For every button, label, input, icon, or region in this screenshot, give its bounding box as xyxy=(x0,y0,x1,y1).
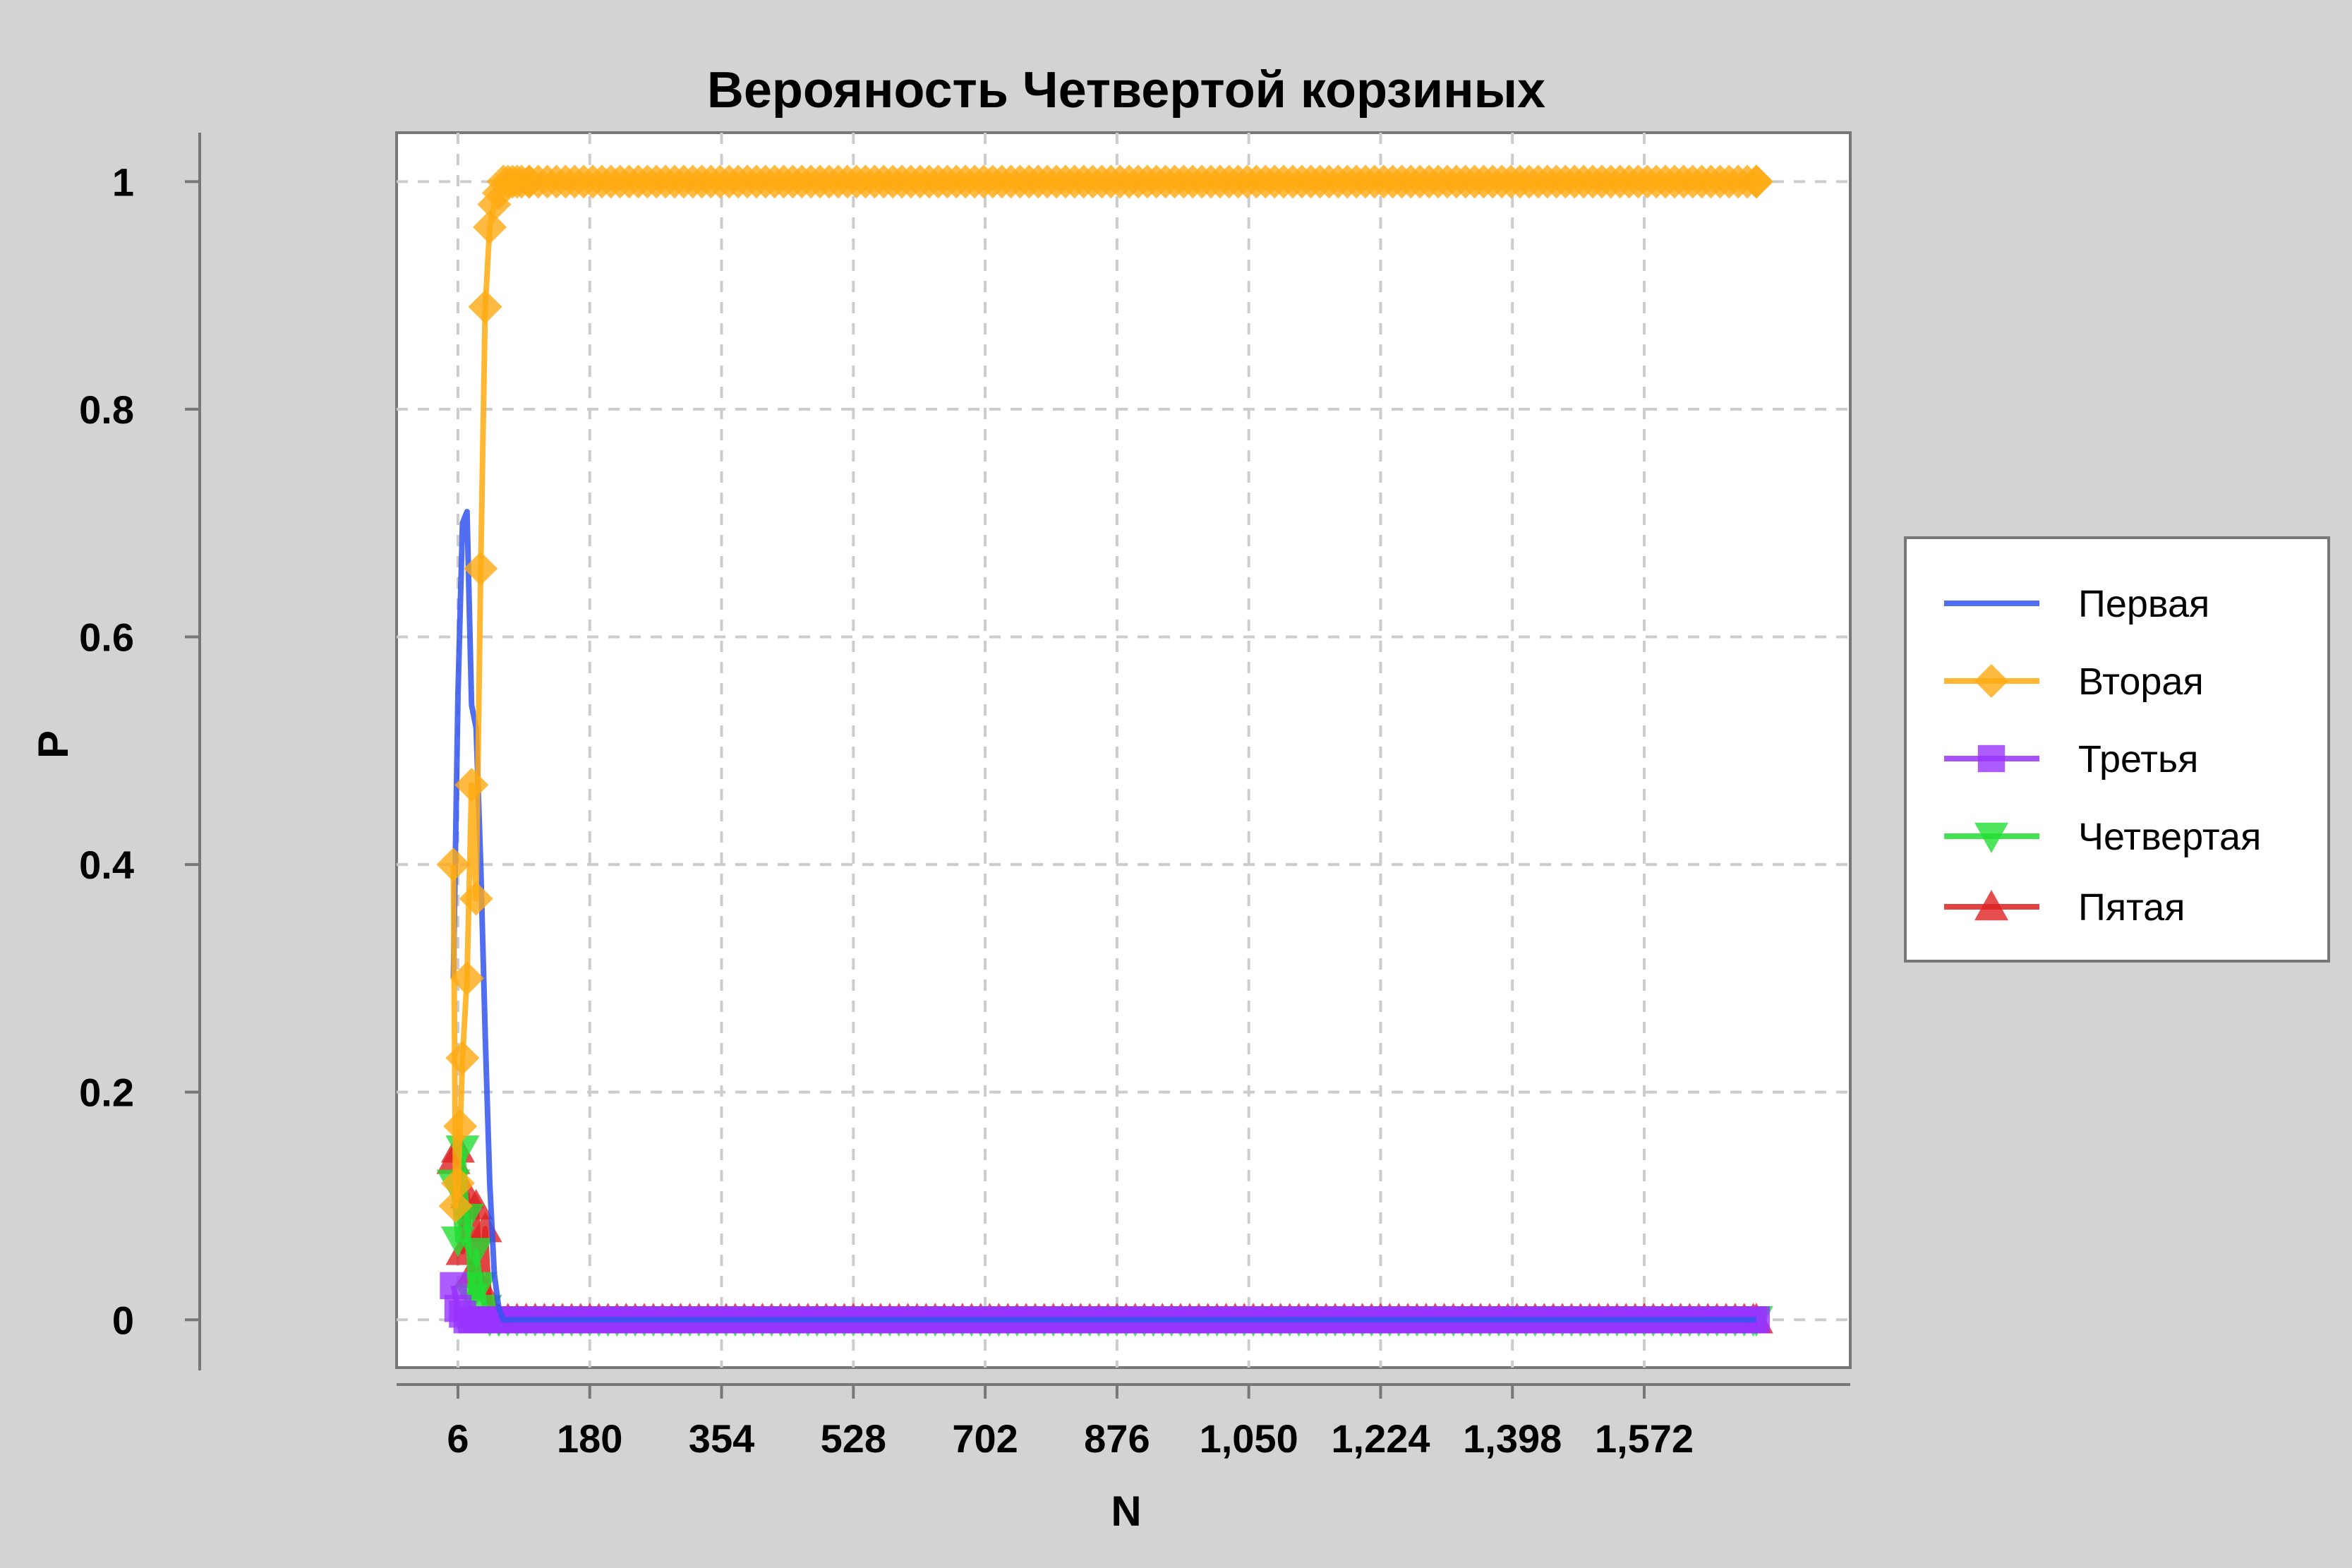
x-axis-label: N xyxy=(1111,1488,1141,1535)
legend-label: Пятая xyxy=(2078,886,2185,929)
x-tick-label: 180 xyxy=(557,1416,622,1461)
y-tick-label: 0.2 xyxy=(79,1071,134,1115)
x-axis-ticks: 6 180 354 528 702 876 1,050 1,224 1,398 1,572 xyxy=(447,1385,1694,1461)
data-point xyxy=(440,1272,467,1300)
data-point xyxy=(454,768,489,802)
data-point xyxy=(450,961,484,996)
legend-label: Третья xyxy=(2078,738,2198,780)
y-tick-label: 1 xyxy=(112,159,134,204)
data-point xyxy=(464,1272,498,1303)
y-tick-label: 0.6 xyxy=(79,615,134,660)
x-tick-label: 528 xyxy=(821,1416,886,1461)
data-point xyxy=(473,210,507,244)
legend-marker xyxy=(1974,664,2008,698)
x-tick-label: 1,050 xyxy=(1200,1416,1298,1461)
y-tick-label: 0 xyxy=(112,1298,134,1342)
data-point xyxy=(440,1226,475,1258)
series-1 xyxy=(450,509,1756,1323)
legend-label: Первая xyxy=(2078,583,2209,625)
plot-area xyxy=(395,131,1852,1369)
x-tick-label: 702 xyxy=(952,1416,1018,1461)
legend-label: Вторая xyxy=(2078,661,2204,703)
legend-item: Первая xyxy=(1944,583,2209,625)
x-tick-label: 876 xyxy=(1084,1416,1150,1461)
legend-item: Вторая xyxy=(1944,661,2204,703)
x-tick-label: 6 xyxy=(447,1416,469,1461)
y-tick-label: 0.4 xyxy=(79,843,134,887)
data-point xyxy=(445,1041,480,1075)
data-point xyxy=(1739,164,1773,199)
legend-marker xyxy=(1977,744,2006,773)
y-axis-ticks: 0 0.2 0.4 0.6 0.8 1 xyxy=(79,159,200,1342)
x-tick-label: 354 xyxy=(689,1416,754,1461)
data-point xyxy=(468,289,502,324)
data-point xyxy=(438,1188,473,1223)
legend: Первая Вторая Третья Четвертая Пятая xyxy=(1904,536,2330,963)
series-2 xyxy=(436,164,1773,1223)
legend-item: Третья xyxy=(1944,738,2198,780)
legend-marker xyxy=(1974,822,2008,853)
chart-title: Верояность Четвертой корзиных xyxy=(707,62,1545,119)
x-tick-label: 1,398 xyxy=(1463,1416,1562,1461)
legend-box xyxy=(1904,536,2330,963)
x-tick-label: 1,224 xyxy=(1331,1416,1430,1461)
data-point xyxy=(443,1109,478,1144)
legend-label: Четвертая xyxy=(2078,816,2261,858)
legend-marker xyxy=(1974,890,2008,921)
series xyxy=(436,164,1773,1337)
data-point xyxy=(459,881,493,916)
y-axis-label: P xyxy=(30,730,77,759)
data-point xyxy=(440,1166,475,1200)
data-point xyxy=(436,848,471,882)
series-line xyxy=(450,509,1756,1323)
legend-item: Пятая xyxy=(1944,886,2185,929)
data-point xyxy=(464,551,498,586)
y-tick-label: 0.8 xyxy=(79,387,134,432)
data-point xyxy=(459,1238,493,1269)
x-tick-label: 1,572 xyxy=(1595,1416,1694,1461)
legend-item: Четвертая xyxy=(1944,816,2261,858)
